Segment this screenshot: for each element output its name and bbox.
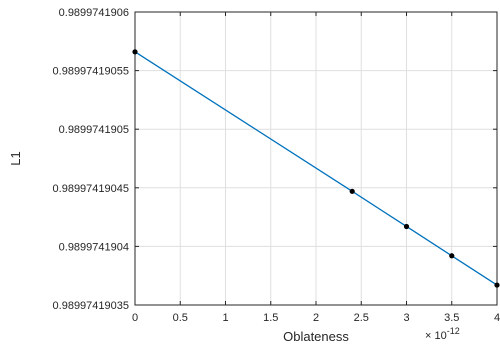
data-point	[403, 223, 410, 230]
x-tick-label: 1.5	[263, 312, 278, 324]
y-tick-label: 0.98997419045	[53, 183, 129, 195]
x-tick-label: 0	[132, 312, 138, 324]
data-point	[449, 253, 455, 259]
data-point	[494, 282, 500, 288]
y-tick-label: 0.98997419035	[53, 300, 129, 312]
data-point	[349, 188, 355, 194]
x-axis-exponent-base: × 10	[425, 330, 447, 342]
x-tick-labels: 0 0.5 1 1.5 2 2.5 3 3.5 4	[132, 312, 500, 324]
x-tick-label: 2	[313, 312, 319, 324]
x-tick-label: 3.5	[444, 312, 459, 324]
x-tick-label: 0.5	[173, 312, 188, 324]
y-tick-label: 0.9899741905	[59, 124, 129, 136]
data-point	[132, 49, 138, 55]
y-tick-labels: 0.98997419035 0.9899741904 0.98997419045 0.…	[53, 7, 129, 312]
x-tick-label: 4	[494, 312, 500, 324]
x-tick-label: 1	[222, 312, 228, 324]
y-tick-label: 0.9899741906	[59, 7, 129, 19]
series-layer	[132, 49, 500, 288]
x-axis-exponent: × 10-12	[425, 326, 460, 342]
y-tick-label: 0.9899741904	[59, 241, 129, 253]
y-axis-label: L1	[8, 151, 23, 165]
grid	[134, 11, 498, 306]
axis-ticks	[134, 11, 498, 306]
x-tick-label: 2.5	[354, 312, 369, 324]
y-tick-label: 0.98997419055	[53, 66, 129, 78]
x-tick-label: 3	[403, 312, 409, 324]
x-axis-exponent-power: -12	[447, 326, 460, 336]
x-axis-label: Oblateness	[283, 329, 349, 344]
